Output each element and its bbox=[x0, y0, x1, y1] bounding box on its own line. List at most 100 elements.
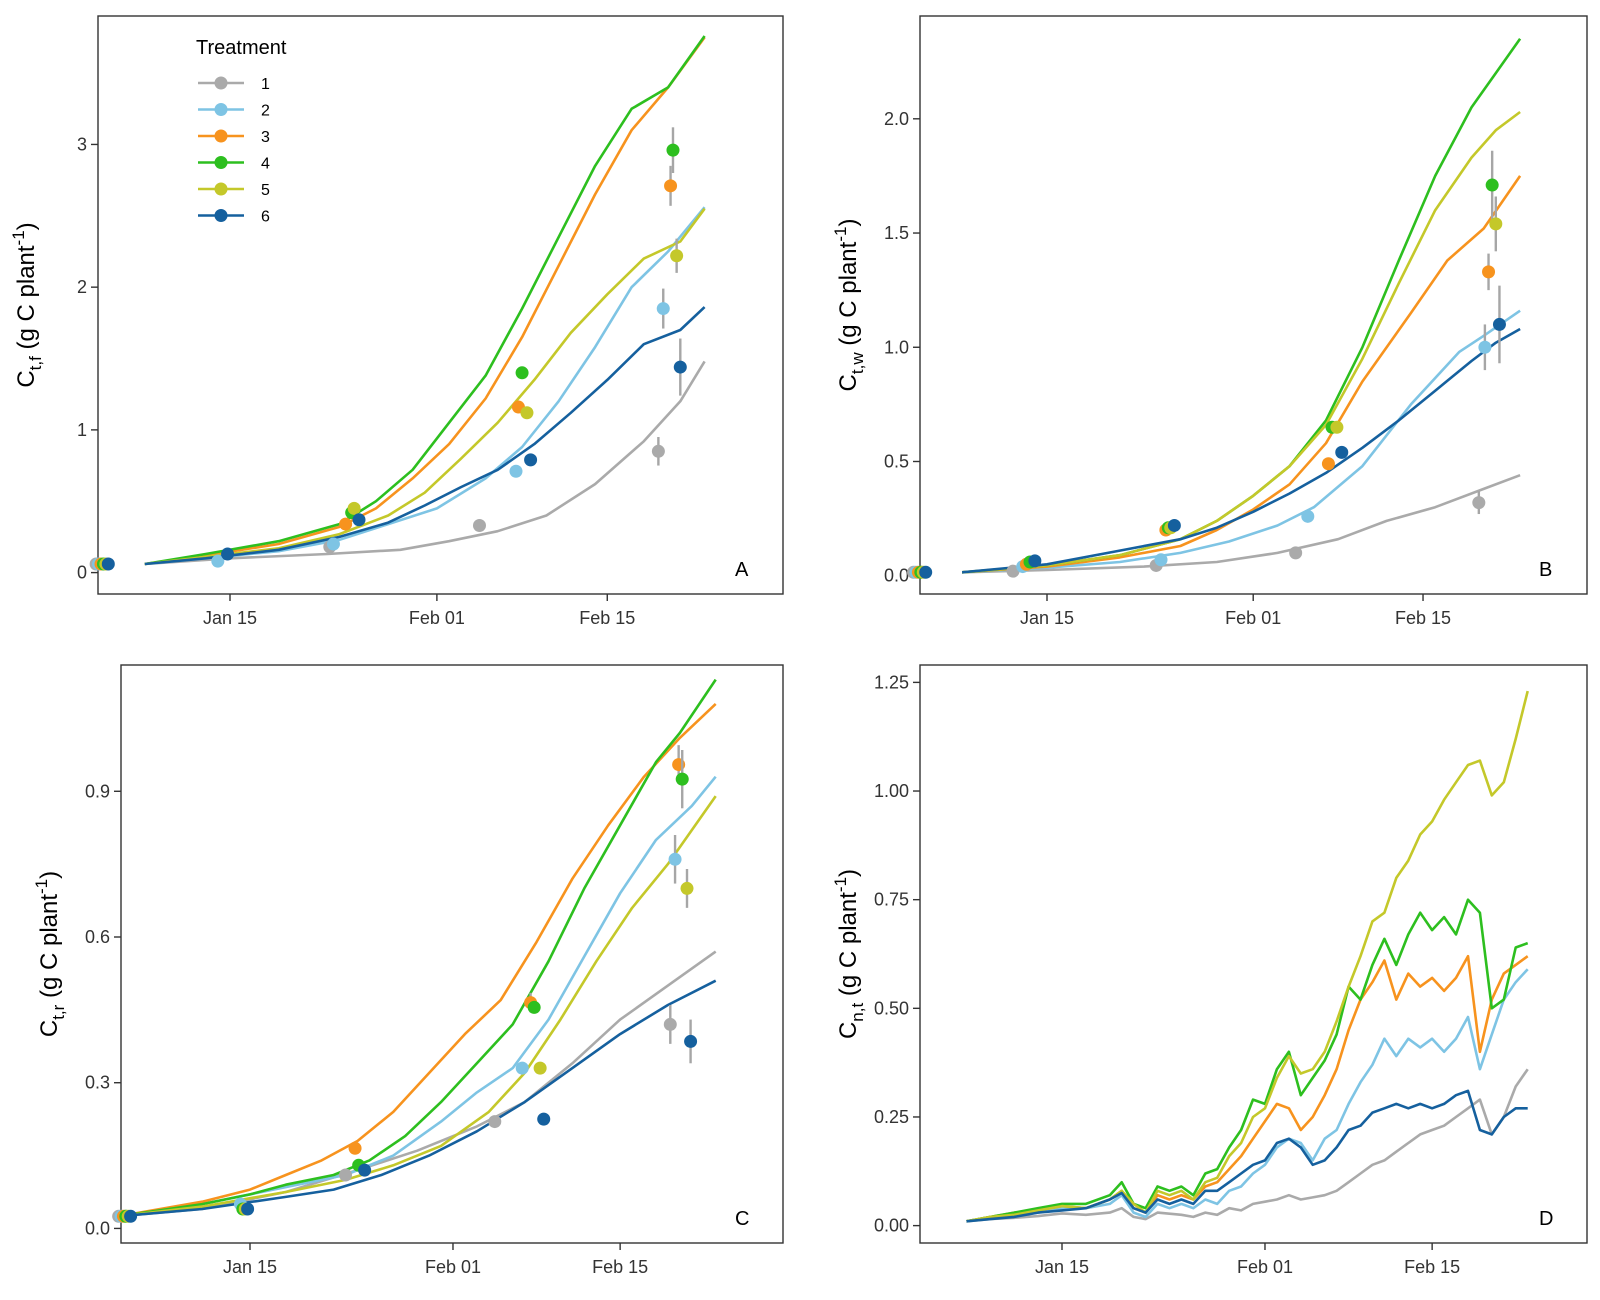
y-label-sub: t,r bbox=[49, 1004, 68, 1019]
data-point-6 bbox=[673, 360, 687, 374]
data-point-1 bbox=[1472, 496, 1486, 510]
y-label-rest: (g C plant bbox=[13, 245, 40, 356]
y-tick-label: 1.0 bbox=[884, 337, 909, 357]
y-axis-label: Cn,t (g C plant-1) bbox=[831, 869, 867, 1039]
data-point-5 bbox=[680, 881, 694, 895]
x-tick-label: Jan 15 bbox=[223, 1257, 277, 1277]
data-point-1 bbox=[488, 1115, 502, 1129]
data-point-6 bbox=[1028, 554, 1042, 568]
legend-point-5 bbox=[214, 182, 228, 196]
panel-A: Jan 15 Feb 01 Feb 15 0 1 2 3 Ct,f (g C plant-1)… bbox=[9, 15, 784, 628]
x-tick-label: Jan 15 bbox=[1020, 608, 1074, 628]
y-label-main: C bbox=[36, 1020, 63, 1037]
panel-D: Jan 15 Feb 01 Feb 15 0.00 0.25 0.50 0.75 1.00 1.… bbox=[831, 664, 1588, 1277]
legend-point-1 bbox=[214, 76, 228, 90]
x-tick-label: Feb 15 bbox=[579, 608, 635, 628]
series-line-4 bbox=[144, 35, 706, 566]
data-point-4 bbox=[666, 143, 680, 157]
x-tick-label: Feb 01 bbox=[1225, 608, 1281, 628]
y-label-main: C bbox=[835, 374, 862, 391]
legend-point-3 bbox=[214, 129, 228, 143]
data-point-6 bbox=[124, 1209, 138, 1223]
data-point-4 bbox=[527, 1000, 541, 1014]
y-axis-label: Ct,w (g C plant-1) bbox=[831, 219, 867, 392]
x-tick-label: Feb 15 bbox=[1395, 608, 1451, 628]
data-point-2 bbox=[1478, 340, 1492, 354]
y-label-sup: -1 bbox=[9, 230, 28, 245]
y-tick-label: 1.00 bbox=[874, 781, 909, 801]
series-line-6 bbox=[966, 1089, 1528, 1223]
y-tick-label: 0.0 bbox=[884, 566, 909, 586]
series-line-2 bbox=[144, 206, 706, 566]
series-line-6 bbox=[118, 979, 717, 1218]
x-tick-label: Feb 01 bbox=[425, 1257, 481, 1277]
x-tick-label: Feb 01 bbox=[409, 608, 465, 628]
data-point-3 bbox=[1321, 457, 1335, 471]
legend-label-2: 2 bbox=[261, 103, 270, 120]
series-line-5 bbox=[118, 795, 717, 1218]
y-tick-label: 0.00 bbox=[874, 1216, 909, 1236]
series-line-5 bbox=[961, 110, 1521, 574]
data-point-4 bbox=[1485, 178, 1499, 192]
series-line-3 bbox=[962, 175, 1522, 574]
data-point-2 bbox=[1154, 553, 1168, 567]
data-point-5 bbox=[520, 406, 534, 420]
data-point-6 bbox=[1492, 317, 1506, 331]
y-label-main: C bbox=[835, 1022, 862, 1039]
y-label-end: ) bbox=[835, 869, 862, 877]
y-axis-label: Ct,r (g C plant-1) bbox=[32, 871, 68, 1037]
series-line-6 bbox=[144, 306, 706, 566]
y-label-end: ) bbox=[13, 222, 40, 230]
legend-point-2 bbox=[214, 103, 228, 116]
series-line-2 bbox=[962, 309, 1521, 574]
plot-frame bbox=[919, 664, 1588, 1244]
series-line-1 bbox=[966, 1068, 1529, 1223]
plot-frame bbox=[120, 664, 784, 1244]
data-point-5 bbox=[533, 1061, 547, 1075]
y-label-sup: -1 bbox=[831, 877, 850, 892]
data-point-6 bbox=[101, 557, 115, 571]
panel-B: Jan 15 Feb 01 Feb 15 0.0 0.5 1.0 1.5 2.0 Ct,w (g… bbox=[831, 15, 1588, 628]
series-line-5 bbox=[144, 207, 706, 566]
y-label-sub: n,t bbox=[848, 1003, 867, 1022]
y-tick-label: 1.5 bbox=[884, 223, 909, 243]
y-tick-label: 2.0 bbox=[884, 109, 909, 129]
data-point-5 bbox=[670, 249, 684, 263]
x-tick-label: Jan 15 bbox=[203, 608, 257, 628]
y-label-sub: t,f bbox=[26, 356, 45, 370]
panel-label: B bbox=[1539, 559, 1552, 581]
series-line-4 bbox=[118, 678, 717, 1218]
data-point-6 bbox=[684, 1034, 698, 1048]
y-tick-label: 0.6 bbox=[85, 927, 110, 947]
y-label-rest: (g C plant bbox=[36, 894, 63, 1005]
y-axis-label: Ct,f (g C plant-1) bbox=[9, 222, 45, 387]
data-point-1 bbox=[663, 1017, 677, 1031]
series-line-3 bbox=[144, 36, 706, 566]
x-tick-label: Feb 01 bbox=[1237, 1257, 1293, 1277]
series-line-4 bbox=[966, 898, 1529, 1223]
y-tick-label: 0.0 bbox=[85, 1218, 110, 1238]
data-point-3 bbox=[339, 517, 353, 531]
y-tick-label: 1 bbox=[77, 420, 87, 440]
data-point-2 bbox=[211, 554, 225, 568]
y-tick-label: 1.25 bbox=[874, 672, 909, 692]
legend-label-1: 1 bbox=[261, 76, 270, 93]
legend-label-6: 6 bbox=[261, 209, 270, 226]
data-point-6 bbox=[221, 547, 235, 561]
y-label-end: ) bbox=[36, 871, 63, 879]
series-line-2 bbox=[966, 968, 1529, 1223]
y-label-main: C bbox=[13, 370, 40, 387]
data-point-6 bbox=[919, 565, 933, 579]
data-point-6 bbox=[1335, 445, 1349, 459]
panel-label: D bbox=[1539, 1208, 1553, 1230]
data-point-5 bbox=[1330, 420, 1344, 434]
y-tick-label: 0.75 bbox=[874, 890, 909, 910]
series-line-1 bbox=[144, 360, 706, 566]
y-tick-label: 0.25 bbox=[874, 1107, 909, 1127]
legend-label-3: 3 bbox=[261, 129, 270, 146]
data-point-6 bbox=[537, 1112, 551, 1126]
y-tick-label: 3 bbox=[77, 134, 87, 154]
data-point-3 bbox=[1482, 265, 1496, 279]
panel-label: A bbox=[735, 559, 749, 581]
series-line-1 bbox=[962, 473, 1521, 574]
